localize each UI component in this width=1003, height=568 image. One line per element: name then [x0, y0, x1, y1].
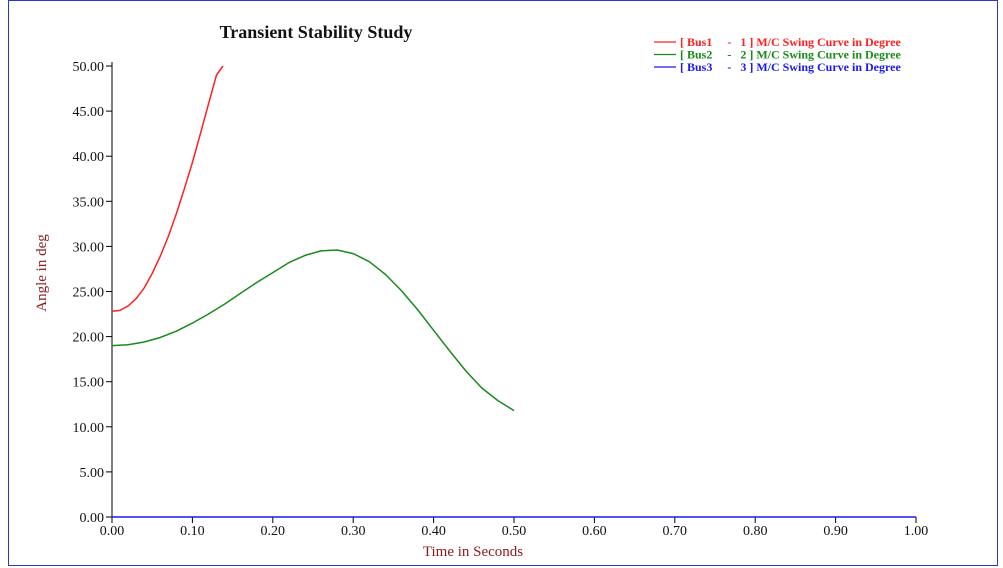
x-tick-label: 0.70 — [663, 524, 688, 539]
x-tick-label: 0.00 — [100, 524, 125, 539]
y-tick-label: 10.00 — [73, 421, 105, 436]
y-tick-label: 5.00 — [80, 466, 105, 481]
x-axis-title: Time in Seconds — [423, 544, 523, 560]
y-tick-label: 35.00 — [73, 195, 105, 210]
y-tick-label: 30.00 — [73, 240, 105, 255]
y-tick-label: 45.00 — [73, 105, 105, 120]
y-axis-title: Angle in deg — [34, 234, 50, 312]
axes: 0.00 5.00 10.00 15.00 20.00 25.00 30.00 35.00 40… — [73, 60, 929, 539]
y-tick-label: 0.00 — [80, 511, 105, 526]
x-tick-label: 0.40 — [421, 524, 446, 539]
legend-label-bus1: [ Bus1 - 1 ] M/C Swing Curve in Degree — [680, 35, 901, 49]
legend-label-bus2: [ Bus2 - 2 ] M/C Swing Curve in Degree — [680, 48, 901, 62]
x-tick-label: 0.10 — [180, 524, 205, 539]
chart-title: Transient Stability Study — [220, 22, 413, 42]
series-line-bus2 — [111, 249, 515, 412]
x-tick-label: 0.50 — [502, 524, 527, 539]
x-tick-label: 0.80 — [743, 524, 768, 539]
y-tick-label: 40.00 — [73, 150, 105, 165]
y-tick-label: 50.00 — [73, 60, 105, 75]
legend: [ Bus1 - 1 ] M/C Swing Curve in Degree[ … — [654, 35, 901, 74]
series-line-bus1 — [111, 65, 224, 313]
x-tick-label: 0.20 — [261, 524, 286, 539]
y-tick-label: 20.00 — [73, 331, 105, 346]
y-tick-label: 25.00 — [73, 286, 105, 301]
y-tick-label: 15.00 — [73, 376, 105, 391]
x-tick-label: 0.60 — [582, 524, 607, 539]
x-tick-label: 1.00 — [904, 524, 929, 539]
legend-label-bus3: [ Bus3 - 3 ] M/C Swing Curve in Degree — [680, 60, 901, 74]
x-tick-label: 0.90 — [823, 524, 848, 539]
x-tick-label: 0.30 — [341, 524, 366, 539]
series-lines — [111, 65, 916, 518]
chart-frame — [8, 0, 998, 566]
